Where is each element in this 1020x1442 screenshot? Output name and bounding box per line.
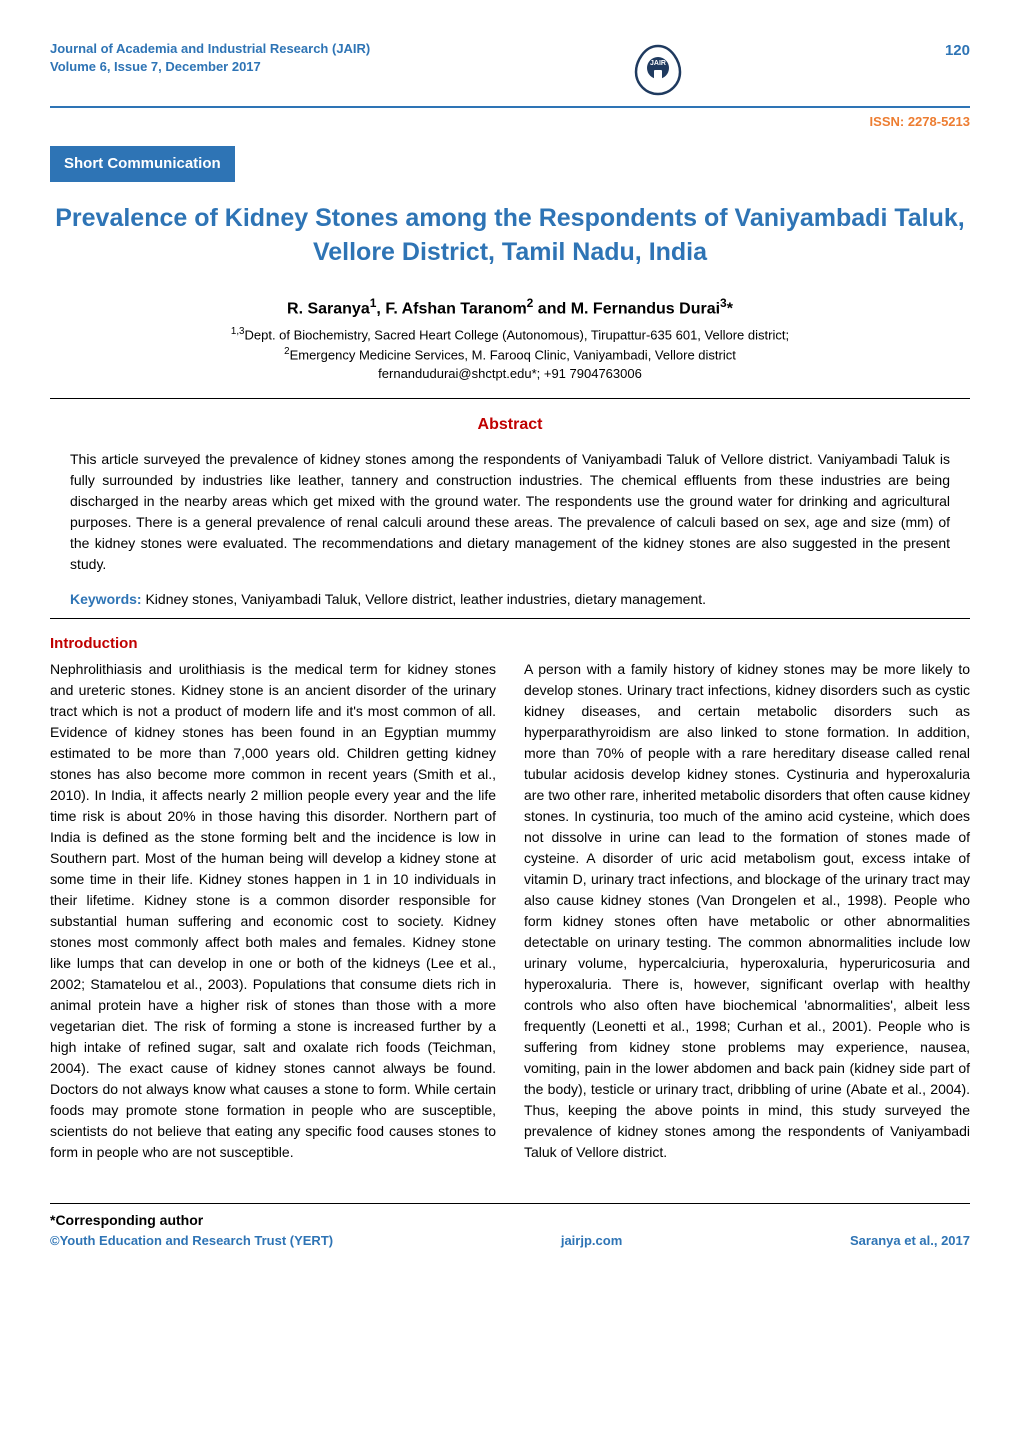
introduction-heading: Introduction	[50, 633, 970, 656]
intro-column-2: A person with a family history of kidney…	[524, 659, 970, 1163]
page-number: 120	[945, 40, 970, 63]
article-title: Prevalence of Kidney Stones among the Re…	[50, 202, 970, 270]
footer-rule	[50, 1203, 970, 1204]
abstract-heading: Abstract	[50, 413, 970, 437]
affil-line-1: 1,3Dept. of Biochemistry, Sacred Heart C…	[50, 325, 970, 345]
footer-trust: ©Youth Education and Research Trust (YER…	[50, 1231, 333, 1251]
journal-logo: JAIR	[628, 40, 688, 100]
affil-line-2: 2Emergency Medicine Services, M. Farooq …	[50, 345, 970, 365]
footer-row: ©Youth Education and Research Trust (YER…	[50, 1231, 970, 1251]
keywords-text: Kidney stones, Vaniyambadi Taluk, Vellor…	[142, 591, 706, 607]
intro-column-1: Nephrolithiasis and urolithiasis is the …	[50, 659, 496, 1163]
footer-site: jairjp.com	[561, 1231, 622, 1251]
affiliations: 1,3Dept. of Biochemistry, Sacred Heart C…	[50, 325, 970, 384]
article-type-badge: Short Communication	[50, 146, 235, 183]
jair-logo-icon: JAIR	[630, 42, 686, 98]
authors: R. Saranya1, F. Afshan Taranom2 and M. F…	[50, 294, 970, 321]
abstract-bottom-rule	[50, 618, 970, 619]
keywords-label: Keywords:	[70, 591, 142, 607]
logo-text: JAIR	[650, 60, 666, 67]
title-line-2: Vellore District, Tamil Nadu, India	[313, 238, 707, 266]
corresponding-author: *Corresponding author	[50, 1210, 970, 1231]
abstract-body: This article surveyed the prevalence of …	[70, 449, 950, 575]
introduction-body: Nephrolithiasis and urolithiasis is the …	[50, 659, 970, 1163]
page-header: Journal of Academia and Industrial Resea…	[50, 40, 970, 100]
issn: ISSN: 2278-5213	[50, 112, 970, 132]
header-rule	[50, 106, 970, 108]
title-line-1: Prevalence of Kidney Stones among the Re…	[55, 204, 964, 232]
affil-line-3: fernandudurai@shctpt.edu*; +91 790476300…	[50, 364, 970, 384]
journal-name: Journal of Academia and Industrial Resea…	[50, 40, 370, 58]
journal-info: Journal of Academia and Industrial Resea…	[50, 40, 370, 76]
volume-line: Volume 6, Issue 7, December 2017	[50, 58, 370, 76]
keywords: Keywords: Kidney stones, Vaniyambadi Tal…	[70, 589, 950, 610]
abstract-top-rule	[50, 398, 970, 399]
footer-citation: Saranya et al., 2017	[850, 1231, 970, 1251]
